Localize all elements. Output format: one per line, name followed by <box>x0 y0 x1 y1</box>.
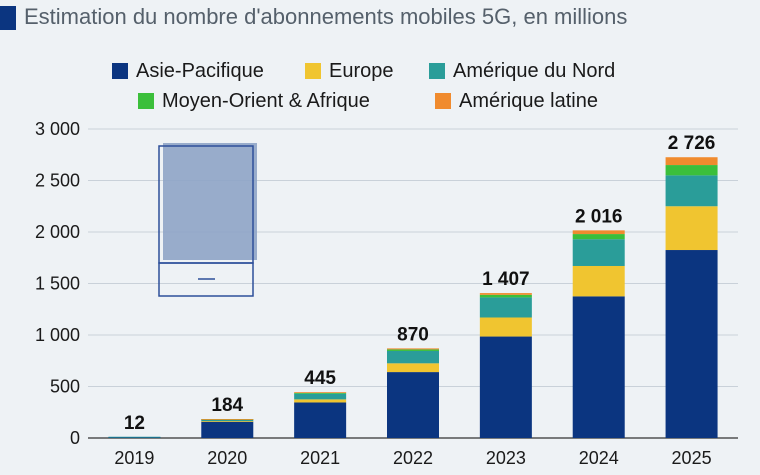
bar-segment <box>572 234 625 240</box>
bar-segment <box>665 250 718 438</box>
y-tick-label: 3 000 <box>35 119 80 139</box>
y-tick-label: 0 <box>70 428 80 448</box>
bar-segment <box>201 419 254 420</box>
bar-segment <box>572 265 625 297</box>
legend-swatch <box>138 93 154 109</box>
bar-segment <box>201 419 254 422</box>
bar-segment <box>294 402 347 438</box>
y-axis-ticks: 0 500 1 000 1 500 2 000 2 500 3 000 <box>35 119 80 448</box>
bar-segment <box>108 436 161 438</box>
bar-segment <box>387 363 439 373</box>
legend-swatch <box>429 63 445 79</box>
y-tick-label: 1 000 <box>35 325 80 345</box>
bar-segment <box>665 165 718 176</box>
bar-total-label: 1 407 <box>482 269 530 290</box>
bar-total-label: 870 <box>397 324 429 345</box>
bar-total-label: 2 016 <box>575 206 623 227</box>
bar-segment <box>387 348 439 350</box>
bar-segment <box>294 392 347 394</box>
bar-segment <box>479 294 532 298</box>
bar-segment <box>479 317 532 337</box>
legend-label: Amérique latine <box>459 90 598 112</box>
legend-swatch <box>435 93 451 109</box>
bar-segment <box>572 239 625 266</box>
bar-segment <box>665 206 718 251</box>
bar-segment <box>665 175 718 207</box>
legend-swatch <box>112 63 128 79</box>
overlay-shadow-panel <box>163 143 257 260</box>
bar-segment <box>479 297 532 318</box>
overlay-frame-bottom <box>158 262 254 297</box>
legend-swatch <box>305 63 321 79</box>
x-tick-label: 2023 <box>486 448 526 468</box>
bars <box>108 157 718 438</box>
legend-label: Amérique du Nord <box>453 60 615 82</box>
bar-total-label: 184 <box>211 395 243 416</box>
bar-segment <box>387 350 439 364</box>
bar-total-label: 12 <box>124 413 145 434</box>
bar-segment <box>201 421 254 422</box>
title-accent-bar <box>0 6 16 30</box>
bar-segment <box>387 349 439 351</box>
bar-total-label: 445 <box>304 368 336 389</box>
x-tick-label: 2024 <box>579 448 619 468</box>
y-tick-label: 500 <box>50 377 80 397</box>
x-axis-ticks: 2019 2020 2021 2022 2023 2024 2025 <box>114 448 711 468</box>
overlay-widget <box>158 143 257 297</box>
x-tick-label: 2021 <box>300 448 340 468</box>
bar-segment <box>201 421 254 438</box>
bar-total-label: 2 726 <box>668 133 716 154</box>
bar-segment <box>665 157 718 166</box>
x-tick-label: 2019 <box>114 448 154 468</box>
y-tick-label: 1 500 <box>35 274 80 294</box>
bar-totals: 12 184 445 870 1 407 2 016 2 726 <box>124 133 715 434</box>
bar-segment <box>572 230 625 235</box>
x-tick-label: 2020 <box>207 448 247 468</box>
bar-segment <box>387 372 439 438</box>
legend: Asie-Pacifique Europe Amérique du Nord Moye… <box>112 60 615 112</box>
legend-label: Europe <box>329 60 394 82</box>
bar-segment <box>294 392 347 393</box>
bar-segment <box>479 293 532 295</box>
bar-segment <box>294 399 347 403</box>
bar-segment <box>572 296 625 438</box>
bar-segment <box>479 336 532 438</box>
y-tick-label: 2 500 <box>35 171 80 191</box>
legend-label: Moyen-Orient & Afrique <box>162 90 370 112</box>
legend-label: Asie-Pacifique <box>136 60 264 82</box>
x-tick-label: 2022 <box>393 448 433 468</box>
x-tick-label: 2025 <box>672 448 712 468</box>
bar-segment <box>294 393 347 400</box>
y-tick-label: 2 000 <box>35 222 80 242</box>
chart-title: Estimation du nombre d'abonnements mobil… <box>24 4 628 29</box>
